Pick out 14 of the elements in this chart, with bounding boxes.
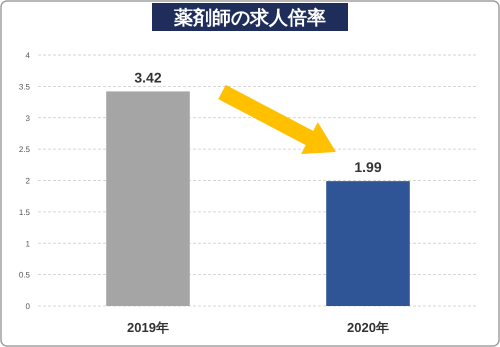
- y-tick-label: 1: [26, 239, 31, 248]
- data-label: 1.99: [354, 159, 382, 176]
- x-tick-label: 2019年: [127, 320, 169, 335]
- y-tick-label: 3: [26, 114, 31, 123]
- x-tick-label: 2020年: [347, 320, 389, 335]
- y-tick-label: 3.5: [18, 82, 31, 92]
- y-tick-label: 0: [26, 302, 31, 311]
- chart-title: 薬剤師の求人倍率: [173, 7, 326, 29]
- y-tick-label: 2.5: [18, 145, 31, 154]
- y-tick-label: 1.5: [18, 208, 31, 217]
- data-label: 3.42: [134, 69, 162, 86]
- y-tick-label: 4: [26, 51, 31, 60]
- y-tick-label: 0.5: [18, 270, 31, 280]
- y-tick-label: 2: [26, 176, 31, 186]
